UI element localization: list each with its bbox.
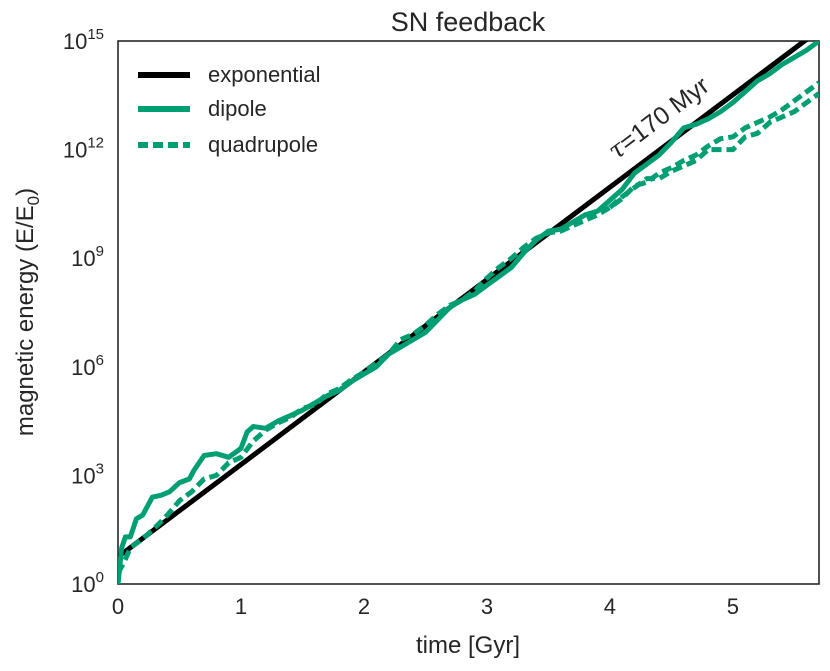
x-tick-label: 1 [235,594,247,619]
y-axis-label-end: ) [12,188,39,196]
y-tick-label: 109 [71,243,104,271]
y-axis-ticks: 100 103 106 109 1012 1015 [63,26,104,597]
series-line-quadrupole [118,80,819,575]
x-tick-label: 4 [604,594,616,619]
series-group [118,41,819,584]
legend-label-dipole: dipole [208,96,267,121]
x-tick-label: 0 [112,594,124,619]
series-line-quadrupole_tail [608,91,819,210]
plot-frame [117,40,820,585]
y-axis-label-sub: 0 [24,196,43,205]
y-tick-label: 100 [71,569,104,597]
y-axis-label: magnetic energy (E/E0) [12,188,43,436]
y-tick-label: 1015 [63,26,104,54]
legend: exponential dipole quadrupole [138,62,321,157]
x-axis-label: time [Gyr] [416,632,520,659]
legend-label-quadrupole: quadrupole [208,132,318,157]
x-tick-label: 3 [481,594,493,619]
y-axis-label-main: magnetic energy (E/E [12,205,39,436]
y-tick-label: 103 [71,460,104,488]
chart-title: SN feedback [391,7,546,37]
legend-label-exponential: exponential [208,62,321,87]
x-tick-label: 2 [358,594,370,619]
series-line-dipole [118,41,819,584]
x-axis-ticks: 0 1 2 3 4 5 [112,594,739,619]
x-tick-label: 5 [727,594,739,619]
y-tick-label: 1012 [63,135,104,163]
y-tick-label: 106 [71,352,104,380]
